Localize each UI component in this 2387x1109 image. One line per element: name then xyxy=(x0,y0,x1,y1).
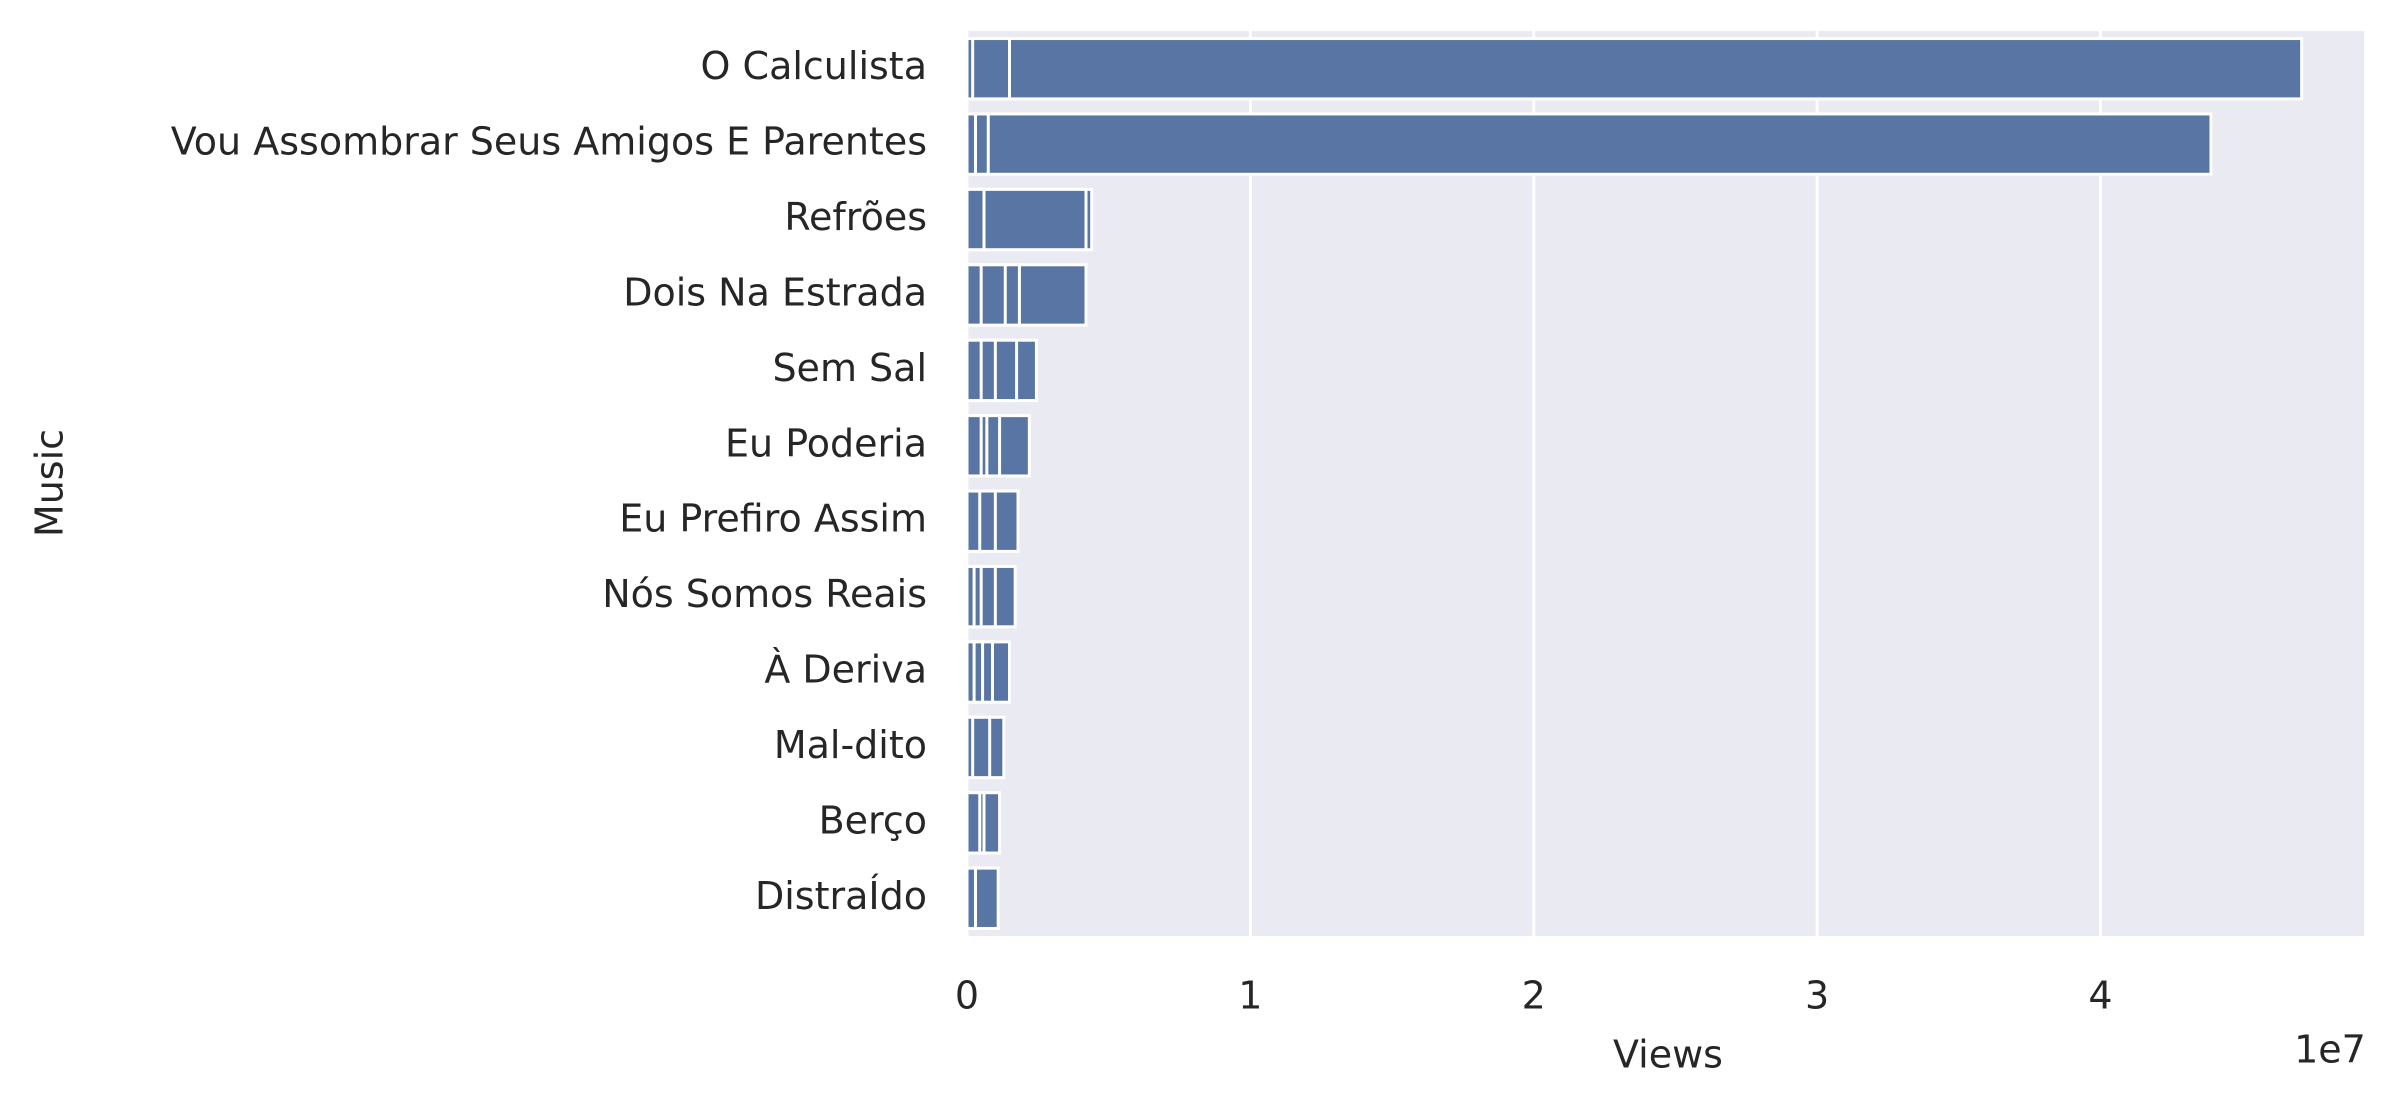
bar xyxy=(965,187,986,252)
y-tick-label: Eu Prefiro Assim xyxy=(619,497,927,541)
x-offset-label: 1e7 xyxy=(2294,1028,2366,1072)
x-tick-label: 0 xyxy=(955,974,979,1018)
y-tick-label: Vou Assombrar Seus Amigos E Parentes xyxy=(171,120,927,164)
y-tick-label: À Deriva xyxy=(764,648,927,692)
y-tick-label: Mal-dito xyxy=(774,723,927,767)
y-tick-label: Berço xyxy=(819,798,927,842)
y-tick-label: DistraÍdo xyxy=(755,874,927,918)
y-tick-label: Nós Somos Reais xyxy=(602,572,927,616)
bar xyxy=(965,414,983,478)
bar xyxy=(965,791,982,855)
y-tick-label: O Calculista xyxy=(701,44,927,88)
x-tick-label: 3 xyxy=(1805,974,1829,1018)
y-tick-label: Eu Poderia xyxy=(725,421,927,465)
plot-background xyxy=(967,31,2364,936)
bar xyxy=(965,112,2213,176)
y-axis-label: Music xyxy=(28,429,72,537)
y-tick-label: Dois Na Estrada xyxy=(623,270,927,314)
bar xyxy=(965,640,976,704)
y-tick-label: Sem Sal xyxy=(772,346,927,390)
bar xyxy=(965,715,975,780)
x-tick-label: 1 xyxy=(1238,974,1262,1018)
bar xyxy=(965,37,2304,101)
bar xyxy=(965,37,975,101)
bar xyxy=(965,338,983,403)
bar xyxy=(965,112,978,176)
x-axis-label: Views xyxy=(1613,1033,1723,1077)
x-tick-label: 4 xyxy=(2088,974,2112,1018)
bar xyxy=(965,564,976,629)
x-tick-label: 2 xyxy=(1522,974,1546,1018)
y-tick-label: Refrões xyxy=(784,195,927,239)
bar xyxy=(965,263,983,327)
bar xyxy=(965,866,978,930)
bar xyxy=(965,489,982,553)
